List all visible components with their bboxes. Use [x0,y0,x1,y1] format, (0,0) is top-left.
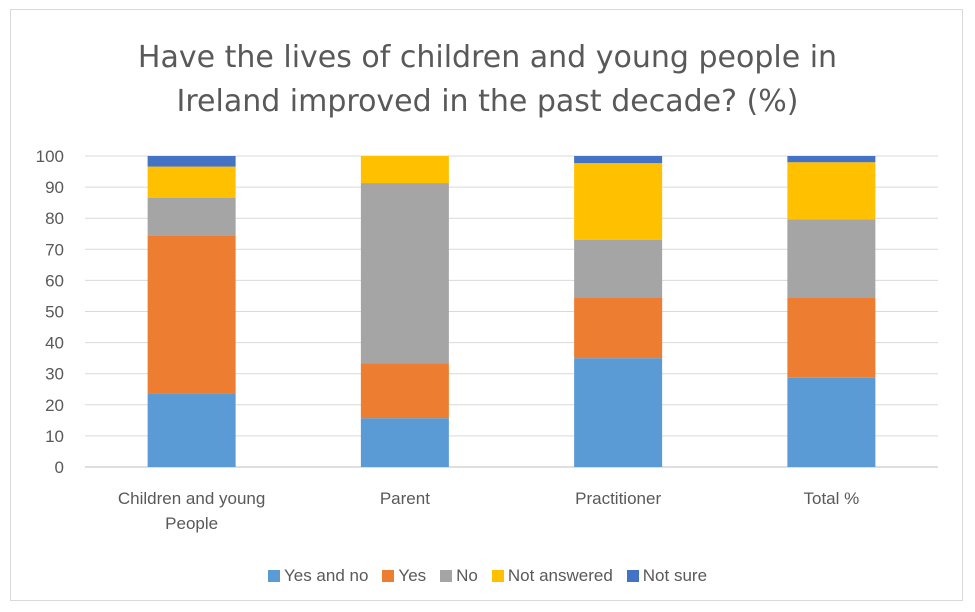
bar-segment [787,162,875,219]
bar-segment [574,297,662,358]
y-axis: 0 10 20 30 40 50 60 70 80 90 100 [36,147,64,477]
y-tick-label: 80 [45,209,64,228]
legend-item: Not sure [627,566,707,586]
bar-segment [787,156,875,162]
x-axis: Children and young People Parent Practition… [118,489,859,533]
bar-segment [361,183,449,363]
bar-segment [787,378,875,467]
legend-item: Yes and no [268,566,368,586]
x-tick-label: Children and young [118,489,265,508]
y-tick-label: 40 [45,334,64,353]
y-tick-label: 70 [45,240,64,259]
legend-swatch [492,570,504,582]
legend-swatch [268,570,280,582]
y-tick-label: 30 [45,365,64,384]
x-tick-label: People [165,514,218,533]
x-tick-label: Practitioner [575,489,661,508]
bar-segment [787,219,875,297]
bar-segment [361,156,449,183]
bar-segment [574,358,662,467]
bar-segment [574,156,662,163]
y-tick-label: 0 [55,458,64,477]
legend: Yes and no Yes No Not answered Not sure [0,566,975,586]
y-tick-label: 10 [45,427,64,446]
legend-swatch [627,570,639,582]
bar-segment [361,418,449,467]
legend-label: Yes and no [284,566,368,586]
legend-label: No [456,566,478,586]
legend-item: No [440,566,478,586]
y-tick-label: 90 [45,178,64,197]
bar-segment [148,235,236,393]
bar-segment [361,363,449,418]
legend-swatch [440,570,452,582]
legend-item: Not answered [492,566,613,586]
x-tick-label: Parent [380,489,430,508]
y-tick-label: 20 [45,396,64,415]
bar-segment [148,156,236,167]
bar-segment [787,297,875,378]
bar-segment [148,167,236,198]
bar-segment [574,240,662,297]
y-tick-label: 50 [45,303,64,322]
legend-label: Not answered [508,566,613,586]
y-tick-label: 60 [45,271,64,290]
legend-label: Not sure [643,566,707,586]
legend-item: Yes [382,566,426,586]
x-tick-label: Total % [804,489,860,508]
bar-segment [148,198,236,235]
bar-segment [148,394,236,467]
bar-segment [574,163,662,240]
y-tick-label: 100 [36,147,64,166]
legend-swatch [382,570,394,582]
legend-label: Yes [398,566,426,586]
